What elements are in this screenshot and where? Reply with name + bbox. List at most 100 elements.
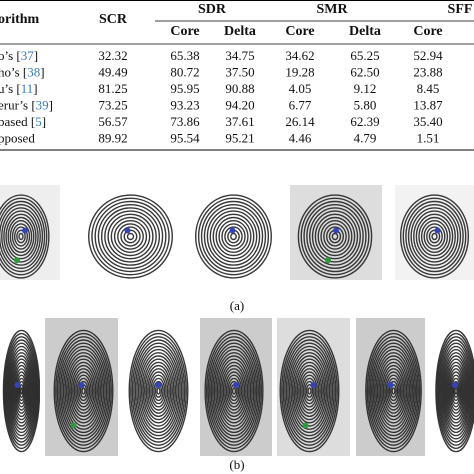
ridge <box>110 216 151 257</box>
ridge <box>153 380 164 402</box>
cell: 65.25 <box>350 48 379 63</box>
ridge <box>73 371 94 411</box>
ridge <box>19 387 24 395</box>
core-marker <box>14 382 21 388</box>
table: orithm SCR SDR SMR SFF Core Delta Core Delta Co… <box>0 0 474 151</box>
cell: 23.88 <box>413 64 442 79</box>
ridge <box>413 210 456 263</box>
ridge <box>391 387 396 395</box>
cell: 81.25 <box>98 81 127 96</box>
label-text: ] <box>42 114 46 129</box>
label-text: based [ <box>0 114 35 129</box>
delta-marker <box>70 422 77 429</box>
ridge <box>126 232 135 241</box>
ridge <box>209 210 258 263</box>
ridge <box>210 342 258 440</box>
ridge <box>450 374 462 408</box>
ridge <box>294 361 325 421</box>
ridge <box>378 358 409 424</box>
ridge <box>388 380 399 402</box>
fingerprint <box>200 318 272 456</box>
cell: 93.23 <box>170 97 199 112</box>
ridge <box>81 387 86 395</box>
ridge <box>428 229 441 244</box>
ridge <box>282 336 337 446</box>
ridge <box>449 371 463 411</box>
ridge <box>88 194 173 279</box>
cell: 9.12 <box>354 81 377 96</box>
fingerprint <box>430 318 474 456</box>
ridge <box>219 361 249 421</box>
cell: 34.62 <box>285 48 314 63</box>
ridge <box>0 200 46 273</box>
caption: (a) <box>230 298 244 313</box>
citation: 5 <box>35 114 42 129</box>
cell: 35.40 <box>413 114 442 129</box>
ridge <box>376 355 411 427</box>
ridge <box>70 364 97 418</box>
ridge <box>299 371 320 411</box>
ridge <box>285 342 334 440</box>
ridge <box>420 219 449 253</box>
ridge <box>212 213 255 260</box>
ridge <box>72 368 95 414</box>
row-label: o’s [37] <box>0 48 38 63</box>
label-text: ] <box>49 97 53 112</box>
ridge <box>53 329 114 453</box>
ridge <box>440 345 472 437</box>
ridge <box>6 342 37 440</box>
ridge <box>438 339 474 443</box>
core-marker <box>310 382 317 388</box>
citation: 39 <box>36 97 49 112</box>
ridge <box>56 336 111 446</box>
citation: 37 <box>21 48 35 63</box>
ridge <box>100 207 161 266</box>
cell: 80.72 <box>170 64 199 79</box>
ridge <box>445 361 467 421</box>
label-text: ] <box>34 48 38 63</box>
ridge <box>78 380 89 402</box>
ridge <box>331 232 339 241</box>
ridge <box>381 364 406 418</box>
ridge <box>151 377 166 405</box>
ridge <box>301 374 318 408</box>
ridge <box>212 345 256 437</box>
ridge <box>290 352 329 430</box>
ridge <box>405 200 464 273</box>
ridge <box>227 377 241 405</box>
delta-marker <box>14 257 20 264</box>
ridge <box>7 345 36 437</box>
fingerprint <box>75 185 180 280</box>
ridge <box>320 219 350 253</box>
ridge <box>139 352 178 430</box>
ridge <box>423 223 446 250</box>
ridge <box>372 345 415 437</box>
ridge <box>11 358 32 424</box>
caption: (b) <box>229 457 244 472</box>
label-text: ] <box>40 64 44 79</box>
core-marker <box>22 227 28 234</box>
cell: 37.50 <box>225 64 254 79</box>
ridge <box>291 355 328 427</box>
header-scr: SCR <box>99 12 128 27</box>
header-sub: Core <box>413 24 442 39</box>
ridge <box>15 371 28 411</box>
ridge <box>389 384 398 398</box>
ridge <box>68 361 99 421</box>
ridge <box>10 355 33 427</box>
fingerprint <box>0 318 40 456</box>
ridge <box>123 229 138 244</box>
row-label: u’s [11] <box>0 81 38 96</box>
cell: 49.49 <box>98 64 127 79</box>
cell: 94.20 <box>225 97 254 112</box>
ridge <box>302 377 317 405</box>
core-marker <box>155 382 162 388</box>
ridge <box>133 339 184 443</box>
ridge <box>107 213 154 260</box>
fingerprint <box>277 318 350 456</box>
ridge <box>2 329 40 453</box>
ridge <box>216 355 252 427</box>
ridge <box>441 348 471 434</box>
cell: 4.79 <box>354 130 377 145</box>
row-label: pposed <box>0 130 35 145</box>
